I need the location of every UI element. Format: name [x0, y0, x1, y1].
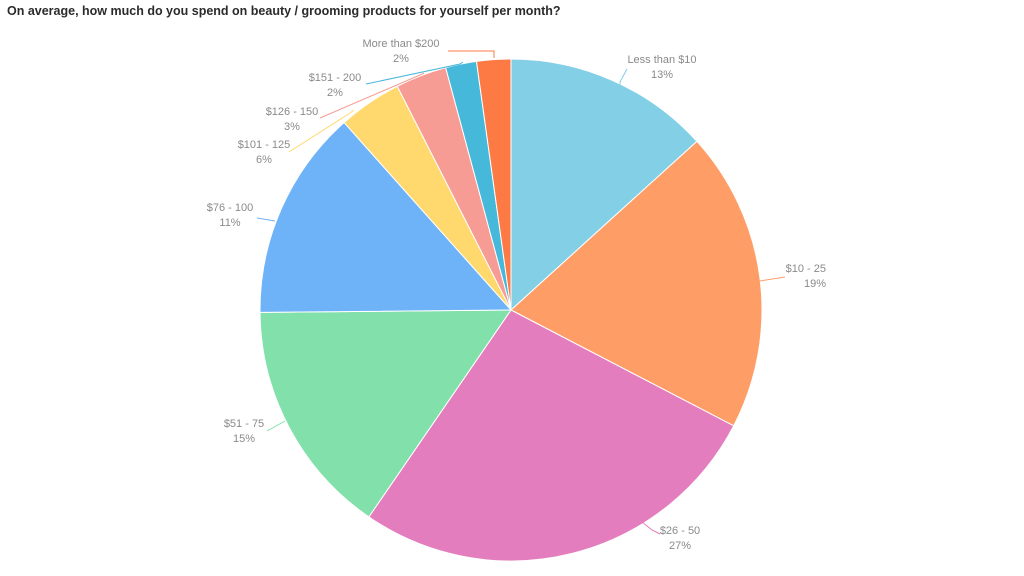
slice-percent: 27%: [669, 540, 691, 552]
slice-percent: 13%: [651, 69, 673, 81]
slice-percent: 3%: [284, 121, 300, 133]
pie-slice[interactable]: [368, 309, 735, 562]
leader-line: [256, 217, 276, 222]
pie-slice[interactable]: [510, 140, 763, 427]
leader-line: [759, 276, 786, 282]
pie-slice[interactable]: [475, 58, 512, 311]
slice-label: $10 - 25: [786, 263, 826, 275]
slice-percent: 11%: [219, 217, 240, 229]
slice-percent: 2%: [327, 87, 343, 99]
slice-label: More than $200: [362, 38, 439, 50]
pie-slice[interactable]: [259, 309, 512, 518]
leader-line: [448, 50, 495, 58]
slice-percent: 19%: [804, 278, 826, 290]
leader-line: [266, 420, 286, 432]
slice-label: $126 - 150: [266, 106, 319, 118]
chart-title: On average, how much do you spend on bea…: [7, 4, 561, 18]
slice-percent: 15%: [233, 433, 255, 445]
slice-label: $101 - 125: [238, 139, 291, 151]
leader-line: [288, 109, 355, 153]
slice-label: $151 - 200: [309, 72, 362, 84]
leader-line: [365, 61, 464, 85]
leader-line: [619, 68, 628, 88]
leader-line: [641, 521, 661, 535]
slice-label: Less than $10: [627, 54, 696, 66]
slice-label: $51 - 75: [224, 418, 264, 430]
leader-line: [319, 72, 425, 119]
pie-slice[interactable]: [259, 121, 513, 313]
slice-percent: 2%: [393, 53, 409, 65]
slice-label: $76 - 100: [207, 202, 253, 214]
slice-label: $26 - 50: [660, 525, 700, 537]
slice-percent: 6%: [256, 154, 272, 166]
pie-slice[interactable]: [510, 58, 698, 312]
